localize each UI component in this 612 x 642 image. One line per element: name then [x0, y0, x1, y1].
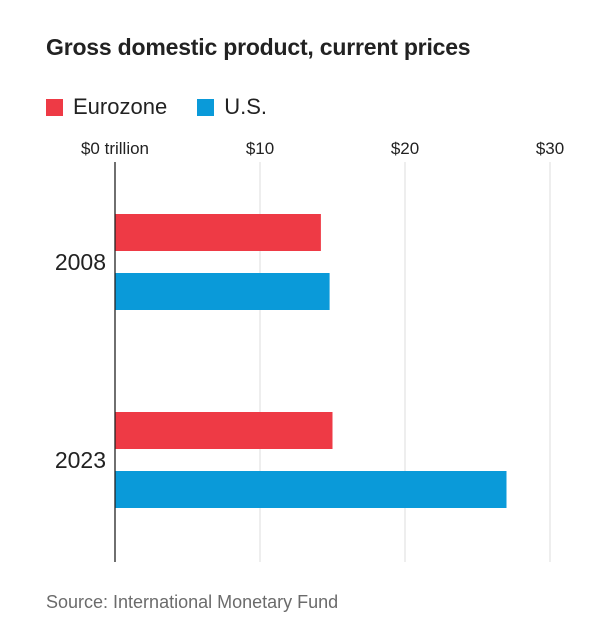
- bar-eurozone-2008: [115, 214, 321, 251]
- legend-item-us: U.S.: [197, 94, 267, 120]
- category-label-2023: 2023: [55, 447, 106, 473]
- bar-us-2008: [115, 273, 330, 310]
- legend-item-eurozone: Eurozone: [46, 94, 167, 120]
- legend-label-us: U.S.: [224, 94, 267, 119]
- legend-label-eurozone: Eurozone: [73, 94, 168, 119]
- legend: Eurozone U.S.: [46, 94, 297, 120]
- legend-swatch-us: [197, 98, 215, 116]
- legend-swatch-eurozone: [46, 98, 63, 116]
- tick-label-10: $10: [246, 139, 274, 158]
- chart-title: Gross domestic product, current prices: [46, 34, 471, 60]
- tick-label-20: $20: [391, 139, 419, 158]
- bar-us-2023: [115, 471, 507, 508]
- source-note: Source: International Monetary Fund: [46, 592, 339, 612]
- tick-label-0: $0 trillion: [81, 139, 149, 158]
- bar-eurozone-2023: [115, 412, 333, 449]
- tick-label-30: $30: [536, 139, 564, 158]
- category-label-2008: 2008: [55, 249, 106, 275]
